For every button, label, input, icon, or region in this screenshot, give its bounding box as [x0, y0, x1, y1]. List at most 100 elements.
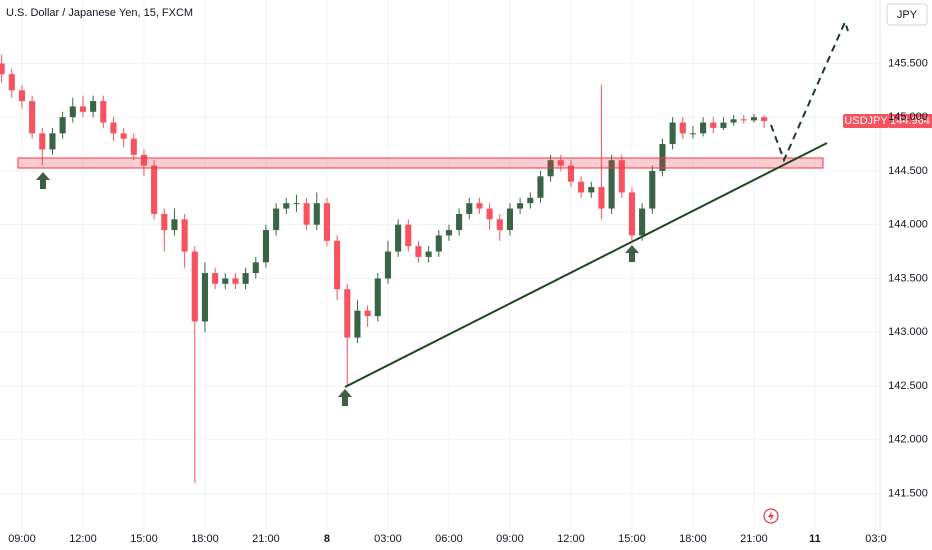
candle-body [557, 160, 564, 166]
candle-body [0, 63, 5, 75]
candle-body [425, 251, 432, 257]
candle-body [120, 133, 127, 139]
candle-body [384, 251, 391, 279]
candle-body [720, 122, 727, 128]
candle-body [323, 203, 330, 241]
last-price-tag [889, 114, 932, 129]
candle-body [69, 106, 76, 118]
candle-body [395, 224, 402, 252]
x-tick-label: 15:00 [130, 533, 158, 545]
candle-body [598, 187, 605, 209]
x-tick-label: 03:0 [865, 533, 886, 545]
candle-body [151, 165, 158, 214]
candle-body [100, 101, 107, 123]
event-icon-bolt [768, 511, 774, 521]
candle-body [364, 310, 371, 317]
y-tick-label: 142.500 [888, 380, 928, 392]
y-tick-label: 143.000 [888, 326, 928, 338]
candle-body [222, 278, 229, 284]
x-tick-label: 18:00 [679, 533, 707, 545]
candle-body [262, 230, 270, 263]
candle-body [273, 208, 280, 231]
candle-body [242, 273, 249, 284]
symbol-tag-label: USDJPY [844, 115, 888, 127]
candle-body [59, 117, 66, 134]
currency-button-label[interactable]: JPY [897, 9, 918, 21]
y-tick-label: 144.500 [888, 165, 928, 177]
candle-body [110, 122, 117, 134]
arrow-up [338, 389, 352, 406]
candle-body [29, 101, 36, 134]
candle-body [669, 122, 676, 145]
currency-button[interactable] [886, 3, 928, 26]
y-tick-label: 141.500 [888, 487, 928, 499]
candle-body [171, 219, 178, 231]
candle-body [161, 213, 168, 231]
candle-body [476, 203, 483, 209]
candle-body [90, 101, 97, 112]
candle-body [252, 262, 259, 274]
candle-body [496, 219, 503, 231]
y-tick-label: 143.500 [888, 272, 928, 284]
candle-body [710, 122, 717, 128]
candle-body [18, 90, 26, 102]
candle-body [354, 310, 361, 338]
x-tick-label: 12:00 [557, 533, 585, 545]
x-tick-label: 21:00 [740, 533, 768, 545]
candle-body [39, 133, 46, 150]
arrow-up [625, 245, 639, 262]
candle-body [140, 154, 148, 166]
x-tick-label: 06:00 [435, 533, 463, 545]
candle-body [283, 203, 290, 209]
x-tick-label: 03:00 [374, 533, 402, 545]
candle-body [334, 240, 341, 290]
x-tick-label: 21:00 [252, 533, 280, 545]
candle-body [212, 273, 219, 284]
x-tick-label: 09:00 [8, 533, 36, 545]
candle-body [537, 176, 544, 198]
candle-body [679, 122, 686, 134]
x-tick-label: 12:00 [69, 533, 97, 545]
symbol-tag [843, 114, 889, 129]
candle-body [730, 119, 737, 123]
chart-title: U.S. Dollar / Japanese Yen, 15, FXCM [6, 7, 193, 19]
candle-body [750, 117, 757, 121]
candle-body [527, 197, 534, 204]
candle-body [466, 203, 473, 214]
candle-body [618, 160, 625, 193]
candle-body [415, 246, 422, 257]
projection-path [770, 19, 849, 163]
candle-body [445, 230, 452, 236]
event-icon [763, 508, 779, 524]
candle-body [293, 203, 300, 205]
x-tick-label: 11 [809, 533, 821, 545]
candle-body [49, 133, 56, 150]
y-tick-label: 145.500 [888, 57, 928, 69]
resistance-zone [17, 157, 824, 169]
candle-body [639, 208, 646, 236]
candle-body [374, 278, 381, 317]
candle-body [506, 208, 513, 231]
candle-body [689, 133, 696, 135]
candles [0, 54, 768, 483]
candle-body [201, 273, 209, 322]
trend-line [344, 142, 828, 388]
candle-body [761, 117, 768, 122]
candle-body [181, 219, 188, 252]
x-tick-label: 8 [324, 533, 330, 545]
candle-body [313, 203, 320, 225]
candle-body [405, 224, 412, 247]
y-tick-label: 144.000 [888, 219, 928, 231]
price-tag: USDJPY 144.964 [843, 114, 932, 129]
candle-body [435, 235, 442, 252]
candle-body [130, 138, 137, 155]
x-tick-label: 18:00 [191, 533, 219, 545]
arrow-up [36, 172, 50, 189]
x-tick-label: 09:00 [496, 533, 524, 545]
x-tick-label: 15:00 [618, 533, 646, 545]
candle-body [303, 203, 310, 225]
candle-body [8, 74, 15, 91]
candle-body [232, 278, 239, 284]
candle-body [517, 203, 524, 209]
